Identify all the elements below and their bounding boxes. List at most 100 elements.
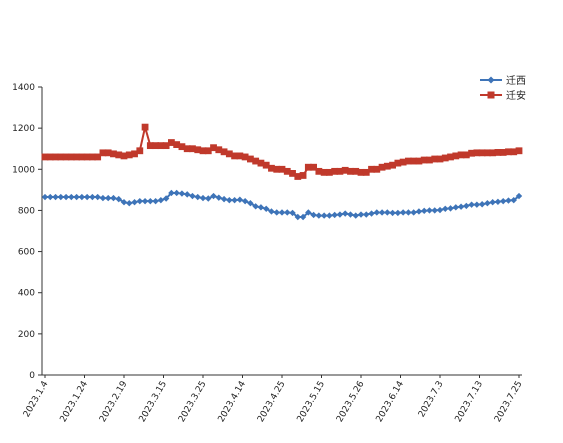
legend-item: 迁西 xyxy=(480,75,526,87)
data-point xyxy=(231,196,238,204)
data-point xyxy=(341,166,349,174)
data-point xyxy=(252,203,259,210)
data-point xyxy=(173,141,181,148)
data-point xyxy=(284,209,291,216)
data-point xyxy=(173,189,180,197)
data-point xyxy=(489,149,497,157)
data-point xyxy=(257,204,265,211)
data-point xyxy=(457,203,465,210)
data-point xyxy=(52,193,59,201)
data-point xyxy=(336,167,344,175)
data-point xyxy=(378,209,386,216)
data-point xyxy=(73,153,80,161)
data-point xyxy=(78,193,86,201)
data-point xyxy=(331,211,338,219)
data-point xyxy=(489,199,496,206)
data-point xyxy=(452,152,460,160)
data-point xyxy=(478,201,486,208)
data-point xyxy=(231,152,238,160)
y-tick-label: 1200 xyxy=(12,124,35,134)
data-point xyxy=(94,193,101,201)
data-point xyxy=(410,209,417,216)
data-point xyxy=(373,209,380,216)
data-point xyxy=(146,142,154,150)
data-point xyxy=(152,142,159,150)
data-point xyxy=(215,194,222,201)
legend-label: 迁安 xyxy=(506,89,526,102)
data-point xyxy=(320,212,328,219)
data-point xyxy=(304,163,312,171)
data-point xyxy=(510,148,518,156)
data-point xyxy=(141,197,149,205)
data-point xyxy=(389,209,396,217)
data-point xyxy=(41,153,49,161)
data-point xyxy=(405,209,412,216)
data-point xyxy=(436,206,444,214)
data-point xyxy=(257,159,265,167)
data-point xyxy=(515,147,523,155)
data-point xyxy=(452,204,459,211)
data-point xyxy=(199,194,207,202)
data-point xyxy=(405,157,412,165)
data-point xyxy=(294,173,302,180)
data-point xyxy=(294,213,301,221)
data-point xyxy=(468,201,475,208)
data-point xyxy=(500,197,507,205)
data-point xyxy=(62,193,70,201)
data-point xyxy=(110,194,117,202)
data-point xyxy=(215,146,223,154)
data-point xyxy=(52,153,59,161)
data-point xyxy=(320,168,328,176)
data-point xyxy=(226,196,233,204)
y-tick-label: 1400 xyxy=(12,83,35,93)
data-point xyxy=(125,151,133,159)
data-point xyxy=(368,210,375,217)
data-point xyxy=(410,157,418,165)
data-point xyxy=(236,152,244,160)
data-point xyxy=(499,149,507,156)
data-point xyxy=(394,209,402,217)
data-point xyxy=(357,168,365,176)
data-point xyxy=(494,198,502,205)
x-tick-label: 2023.7.25 xyxy=(493,380,525,425)
data-point xyxy=(94,153,102,161)
data-point xyxy=(463,202,470,210)
data-point xyxy=(484,149,491,157)
data-point xyxy=(168,139,175,146)
data-point xyxy=(120,199,128,206)
data-point xyxy=(278,209,286,216)
data-point xyxy=(426,207,433,214)
data-point xyxy=(457,151,465,159)
data-point xyxy=(104,149,112,157)
data-point xyxy=(99,149,107,157)
data-point xyxy=(178,190,186,197)
data-point xyxy=(189,145,196,153)
data-point xyxy=(131,199,138,206)
data-point xyxy=(326,168,333,176)
data-point xyxy=(105,194,112,202)
data-point xyxy=(162,195,170,202)
data-point xyxy=(126,200,133,207)
data-point xyxy=(441,154,449,162)
data-point xyxy=(247,155,254,163)
data-point xyxy=(326,212,333,219)
data-point xyxy=(89,193,96,201)
data-point xyxy=(199,147,207,155)
data-point xyxy=(194,193,201,201)
data-point xyxy=(399,158,407,166)
data-point xyxy=(220,148,228,156)
data-point xyxy=(431,207,438,214)
data-point xyxy=(484,200,491,207)
data-point xyxy=(136,197,143,205)
data-point xyxy=(99,194,107,202)
data-point xyxy=(399,209,407,216)
data-point xyxy=(473,149,481,157)
x-tick-label: 2023.4.25 xyxy=(256,380,288,425)
data-point xyxy=(352,167,360,175)
data-point xyxy=(47,193,54,201)
data-point xyxy=(347,167,354,175)
data-point xyxy=(220,195,228,203)
data-point xyxy=(289,170,296,177)
data-point xyxy=(394,159,402,167)
